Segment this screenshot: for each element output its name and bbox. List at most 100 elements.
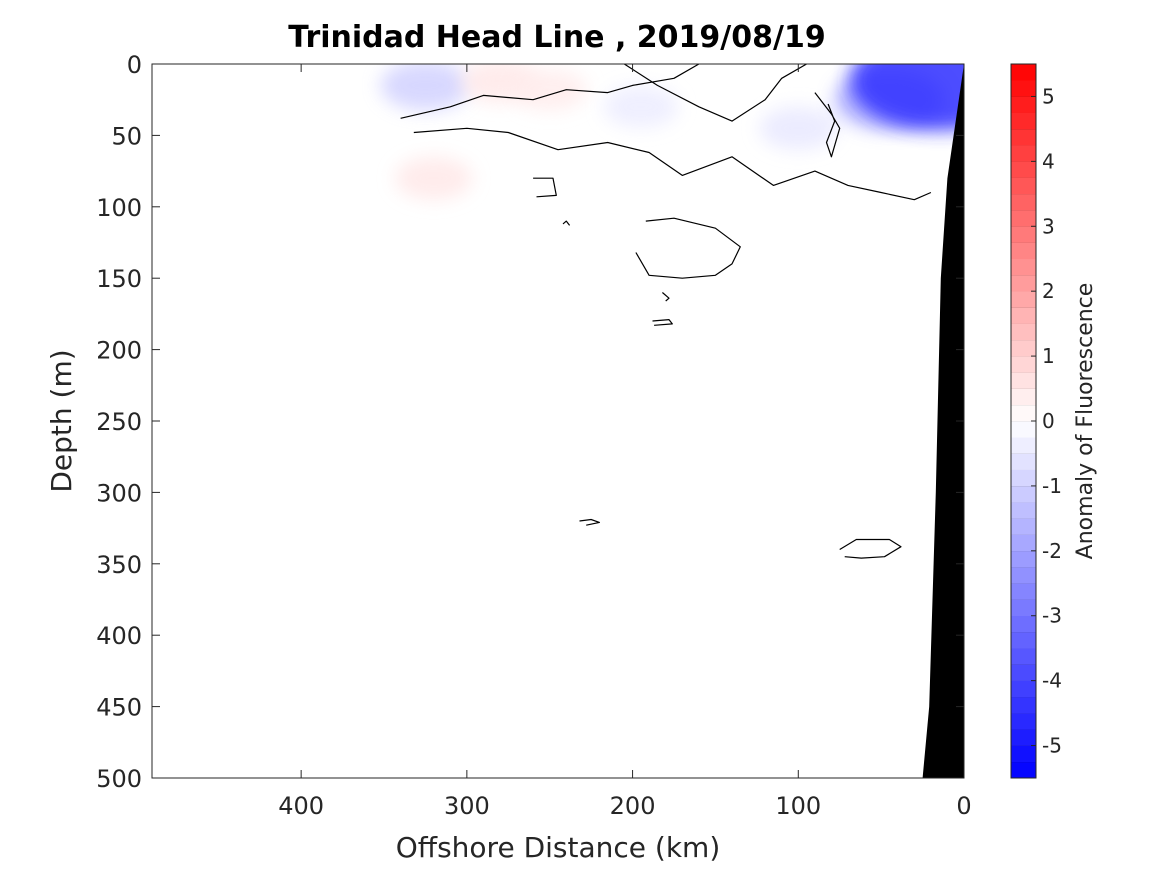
colorbar-level-40 [1011,112,1036,130]
y-tick-label-500: 500 [96,765,142,793]
y-tick-label-200: 200 [96,337,142,365]
y-tick-label-50: 50 [111,122,142,150]
colorbar-tick-label-0: 0 [1042,409,1055,433]
colorbar-level-2 [1011,729,1036,746]
chart-title: Trinidad Head Line , 2019/08/19 [288,20,825,55]
seafloor-bathymetry [922,64,964,778]
zero-contour-5 [635,217,741,279]
colorbar-tick-label-5: 5 [1042,84,1055,108]
colorbar-level-42 [1011,80,1036,97]
y-axis-ticks: 0 50 100 150 200 250 300 350 400 450 500 [96,51,964,793]
zero-contour-6 [662,292,670,302]
colorbar-tick-label--5: -5 [1042,734,1062,758]
colorbar-tick-label-1: 1 [1042,344,1055,368]
colorbar-level-22 [1011,404,1036,422]
zero-contour-2 [623,64,807,122]
x-tick-label-200: 200 [610,792,656,820]
colorbar-tick-label--4: -4 [1042,669,1062,693]
anomaly-patch-2 [512,68,588,111]
colorbar-level-35 [1011,193,1036,211]
x-axis-label: Offshore Distance (km) [396,831,721,864]
colorbar-level-32 [1011,242,1036,260]
colorbar-tick-label--3: -3 [1042,604,1062,628]
colorbar-level-17 [1011,485,1036,503]
y-tick-label-0: 0 [127,51,142,79]
zero-contour-8 [579,518,600,526]
colorbar-level-37 [1011,161,1036,178]
colorbar-level-28 [1011,307,1036,324]
colorbar-level-3 [1011,713,1036,730]
colorbar-level-29 [1011,291,1036,308]
colorbar-level-9 [1011,615,1036,633]
colorbar-level-27 [1011,323,1036,341]
zero-contour-0 [400,64,700,119]
x-tick-label-0: 0 [956,792,971,820]
anomaly-patch-3 [603,86,679,128]
x-axis-ticks: 400 300 200 100 0 [278,64,972,820]
anomaly-patch-6 [850,64,964,131]
colorbar-level-43 [1011,64,1036,81]
colorbar: 5 4 3 2 1 0 -1 -2 -3 -4 -5 [1010,63,1062,779]
y-tick-label-250: 250 [96,408,142,436]
zero-contour-9 [839,538,902,559]
colorbar-level-19 [1011,453,1036,470]
colorbar-level-33 [1011,226,1036,243]
zero-contour-7 [652,319,673,326]
y-tick-label-100: 100 [96,194,142,222]
y-tick-label-350: 350 [96,551,142,579]
colorbar-level-23 [1011,388,1036,406]
colorbar-level-15 [1011,518,1036,535]
zero-contour-layer [400,64,932,559]
colorbar-level-38 [1011,145,1036,162]
colorbar-level-26 [1011,339,1036,357]
x-tick-label-300: 300 [444,792,490,820]
colorbar-tick-label--1: -1 [1042,474,1062,498]
colorbar-level-5 [1011,680,1036,698]
colorbar-level-13 [1011,550,1036,568]
colorbar-level-24 [1011,372,1036,389]
colorbar-tick-label-4: 4 [1042,149,1055,173]
y-tick-label-300: 300 [96,479,142,507]
plot-frame [151,63,965,779]
colorbar-level-11 [1011,583,1036,600]
colorbar-level-6 [1011,664,1036,681]
anomaly-fill-layer [380,64,964,200]
colorbar-level-16 [1011,502,1036,519]
colorbar-level-1 [1011,745,1036,763]
colorbar-level-10 [1011,599,1036,617]
colorbar-level-0 [1011,761,1036,779]
colorbar-tick-label-2: 2 [1042,279,1055,303]
colorbar-level-4 [1011,696,1036,714]
y-axis-label: Depth (m) [45,349,78,492]
x-tick-label-400: 400 [278,792,324,820]
colorbar-level-36 [1011,177,1036,195]
y-tick-label-400: 400 [96,622,142,650]
anomaly-patch-0 [380,64,471,111]
colorbar-level-14 [1011,534,1036,552]
colorbar-level-21 [1011,421,1036,438]
colorbar-level-8 [1011,631,1036,649]
y-tick-label-450: 450 [96,694,142,722]
zero-contour-4 [533,177,557,198]
anomaly-patch-4 [759,106,837,150]
zero-contour-3 [814,92,841,158]
zero-contour-10 [562,220,571,226]
anomaly-patch-7 [395,156,473,200]
x-tick-label-100: 100 [775,792,821,820]
colorbar-level-20 [1011,437,1036,454]
colorbar-level-41 [1011,96,1036,113]
colorbar-level-31 [1011,258,1036,276]
colorbar-tick-label--2: -2 [1042,539,1062,563]
colorbar-level-39 [1011,128,1036,146]
colorbar-level-7 [1011,648,1036,665]
colorbar-tick-label-3: 3 [1042,214,1055,238]
zero-contour-1 [413,127,932,201]
colorbar-level-25 [1011,356,1036,373]
colorbar-level-12 [1011,567,1036,584]
colorbar-level-34 [1011,210,1036,227]
colorbar-level-18 [1011,469,1036,487]
colorbar-label: Anomaly of Fluorescence [1073,283,1098,560]
colorbar-level-30 [1011,274,1036,292]
